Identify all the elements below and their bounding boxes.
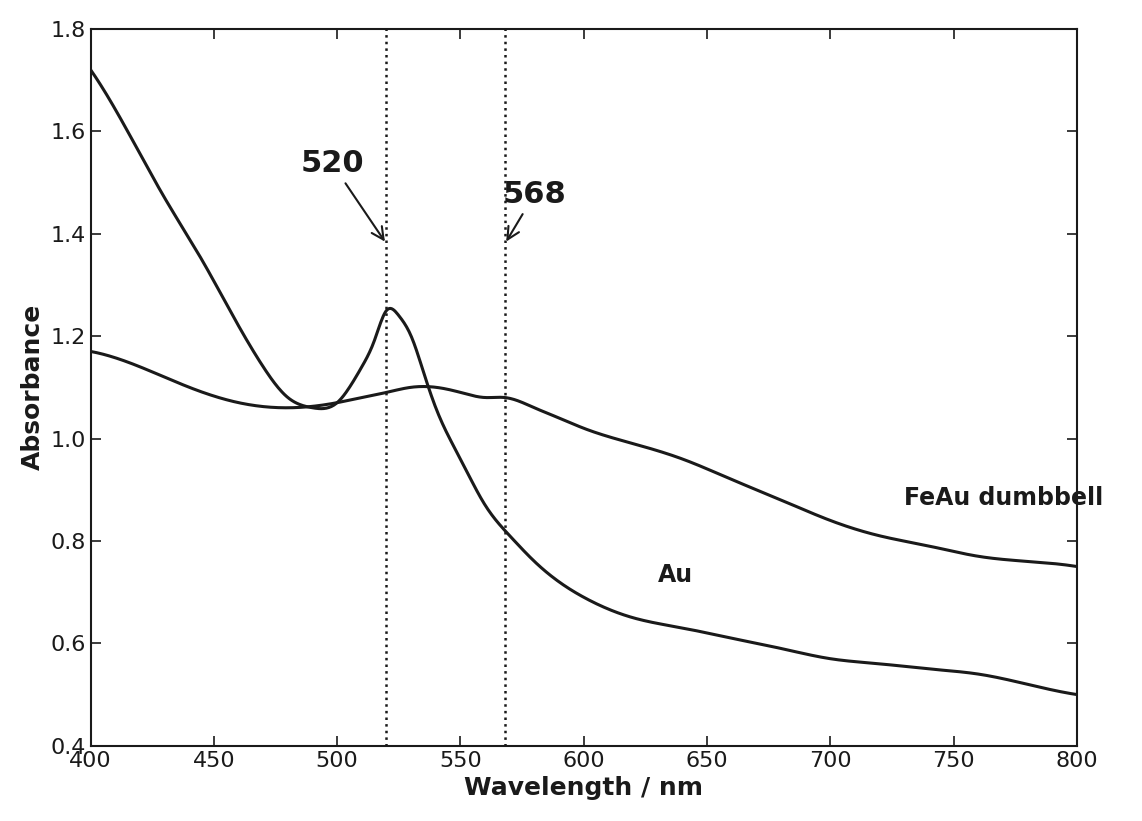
Text: 520: 520	[300, 149, 384, 240]
Y-axis label: Absorbance: Absorbance	[21, 304, 45, 470]
Text: FeAu dumbbell: FeAu dumbbell	[904, 486, 1103, 510]
Text: 568: 568	[502, 180, 566, 240]
X-axis label: Wavelength / nm: Wavelength / nm	[464, 776, 703, 800]
Text: Au: Au	[658, 563, 693, 587]
